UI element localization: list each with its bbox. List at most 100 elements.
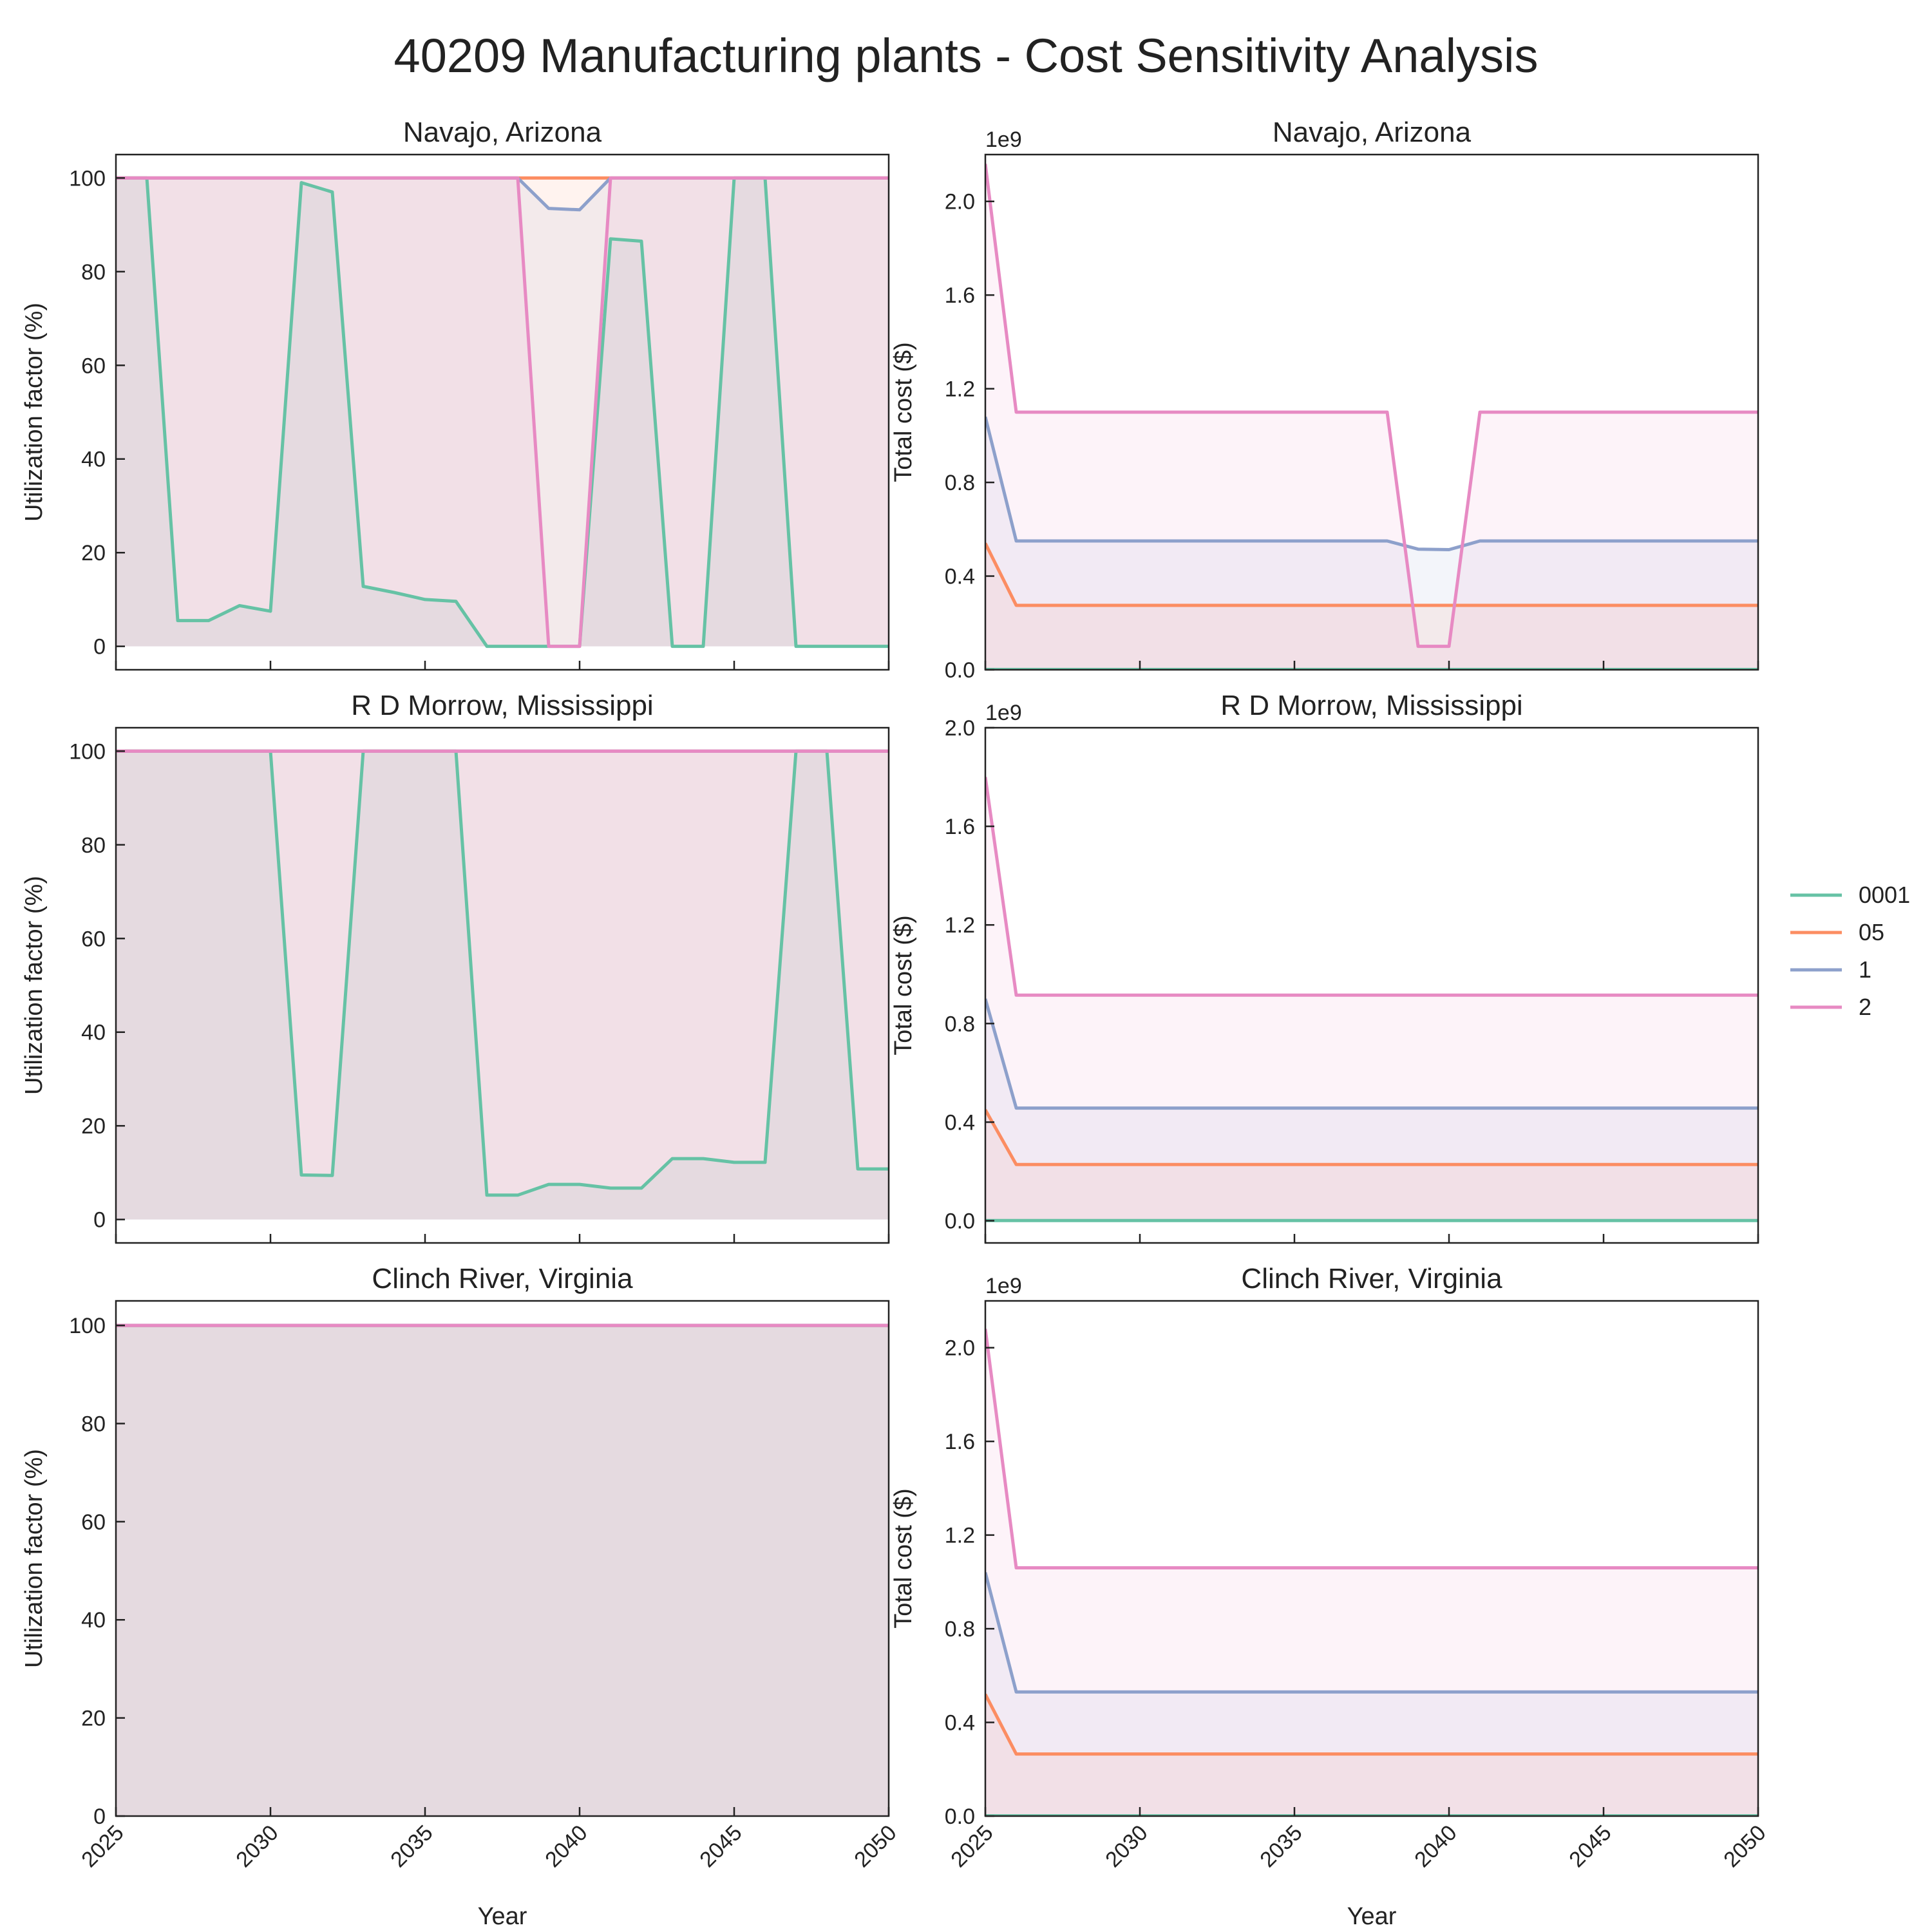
figure-title: 40209 Manufacturing plants - Cost Sensit… <box>394 29 1539 82</box>
axes-frame <box>984 153 1759 671</box>
legend-label: 05 <box>1859 919 1884 945</box>
y-tick-label: 40 <box>81 1608 106 1633</box>
area-fill-2 <box>985 1329 1758 1816</box>
panel-1: 0 20 40 60 80 100 Navajo, Arizona Utilization f… <box>21 117 890 671</box>
x-tick-label: 2040 <box>540 1821 592 1872</box>
area-fill-2 <box>116 1325 889 1816</box>
panel-title: Clinch River, Virginia <box>1241 1263 1502 1294</box>
y-tick-label: 1.2 <box>945 1524 975 1548</box>
y-scale-label: 1e9 <box>985 1274 1022 1298</box>
y-tick-label: 0.0 <box>945 1209 975 1234</box>
series-line-2 <box>985 164 1758 649</box>
panel-3: 0 20 40 60 80 100 R D Morrow, Mississippi Utili… <box>21 690 890 1244</box>
y-axis-label: Utilization factor (%) <box>21 1449 48 1668</box>
legend: 0001 05 1 2 <box>1790 882 1910 1020</box>
y-tick-label: 60 <box>81 354 106 378</box>
y-tick-label: 0.4 <box>945 1711 975 1736</box>
series-line-2 <box>116 176 889 649</box>
plot-area <box>116 749 889 1220</box>
axes-frame <box>984 726 1759 1244</box>
x-tick-label: 2030 <box>231 1821 283 1872</box>
y-tick-label: 1.2 <box>945 913 975 938</box>
y-tick-label: 40 <box>81 1021 106 1045</box>
y-tick-label: 0.0 <box>945 1804 975 1829</box>
plot-area <box>116 1323 889 1816</box>
area-fill-05 <box>116 1325 889 1816</box>
area-fill-0001 <box>116 178 889 647</box>
y-tick-label: 20 <box>81 1707 106 1731</box>
y-tick-label: 2.0 <box>945 190 975 214</box>
axes-frame <box>115 726 890 1244</box>
y-tick-label: 80 <box>81 833 106 858</box>
area-fill-1 <box>116 751 889 1220</box>
x-tick-label: 2025 <box>77 1821 128 1872</box>
y-scale-label: 1e9 <box>985 701 1022 725</box>
y-tick-label: 0.4 <box>945 1110 975 1135</box>
legend-label: 0001 <box>1859 882 1910 908</box>
y-tick-label: 60 <box>81 927 106 951</box>
y-tick-label: 0.8 <box>945 1012 975 1036</box>
y-tick-label: 0 <box>93 1208 106 1233</box>
x-tick-label: 2045 <box>1564 1821 1616 1872</box>
series-line-05 <box>985 1109 1758 1166</box>
area-fill-2 <box>985 164 1758 670</box>
area-fill-0001 <box>116 751 889 1220</box>
y-tick-label: 80 <box>81 260 106 285</box>
y-tick-label: 80 <box>81 1412 106 1436</box>
y-axis-label: Utilization factor (%) <box>21 303 48 522</box>
x-axis-label: Year <box>1347 1903 1397 1930</box>
series-line-2 <box>985 1329 1758 1569</box>
legend-label: 2 <box>1859 994 1871 1020</box>
y-axis-label: Total cost ($) <box>890 915 917 1056</box>
y-tick-label: 2.0 <box>945 716 975 741</box>
y-tick-label: 40 <box>81 448 106 472</box>
panel-title: Clinch River, Virginia <box>372 1263 633 1294</box>
x-tick-label: 2030 <box>1101 1821 1152 1872</box>
x-tick-label: 2035 <box>1255 1821 1307 1872</box>
series-line-1 <box>985 1572 1758 1694</box>
y-axis-label: Total cost ($) <box>890 342 917 482</box>
x-tick-label: 2040 <box>1410 1821 1461 1872</box>
plot-area <box>985 777 1758 1222</box>
y-tick-label: 20 <box>81 541 106 565</box>
y-tick-label: 2.0 <box>945 1336 975 1361</box>
x-tick-label: 2050 <box>849 1821 901 1872</box>
panel-title: R D Morrow, Mississippi <box>1220 690 1522 721</box>
y-tick-label: 1.6 <box>945 815 975 839</box>
y-tick-label: 1.6 <box>945 283 975 308</box>
y-tick-label: 100 <box>69 739 106 764</box>
x-tick-label: 2035 <box>386 1821 437 1872</box>
series-line-1 <box>985 416 1758 551</box>
y-axis-label: Total cost ($) <box>890 1488 917 1629</box>
y-tick-label: 1.6 <box>945 1430 975 1454</box>
y-tick-label: 0 <box>93 635 106 659</box>
area-fill-2 <box>985 777 1758 1221</box>
y-tick-label: 100 <box>69 1314 106 1338</box>
y-axis-label: Utilization factor (%) <box>21 876 48 1095</box>
y-tick-label: 0.8 <box>945 1617 975 1642</box>
plot-area <box>985 164 1758 670</box>
panel-title: Navajo, Arizona <box>1273 117 1472 148</box>
area-fill-05 <box>116 751 889 1220</box>
y-tick-label: 0.4 <box>945 565 975 589</box>
y-tick-label: 60 <box>81 1510 106 1535</box>
area-fill-2 <box>116 751 889 1220</box>
y-tick-label: 0.0 <box>945 658 975 683</box>
area-fill-1 <box>116 178 889 647</box>
axes-frame <box>984 1300 1759 1817</box>
series-line-1 <box>985 998 1758 1110</box>
area-fill-0001 <box>116 1325 889 1816</box>
y-tick-label: 0.8 <box>945 471 975 495</box>
y-tick-label: 1.2 <box>945 377 975 402</box>
plot-area <box>985 1329 1758 1816</box>
x-tick-label: 2045 <box>695 1821 746 1872</box>
panel-title: R D Morrow, Mississippi <box>351 690 653 721</box>
area-fill-1 <box>116 1325 889 1816</box>
area-fill-2 <box>116 178 889 647</box>
series-line-2 <box>985 777 1758 997</box>
panel-2: 0.0 0.4 0.8 1.2 1.6 2.0 Navajo, Arizona Total c… <box>890 117 1759 683</box>
